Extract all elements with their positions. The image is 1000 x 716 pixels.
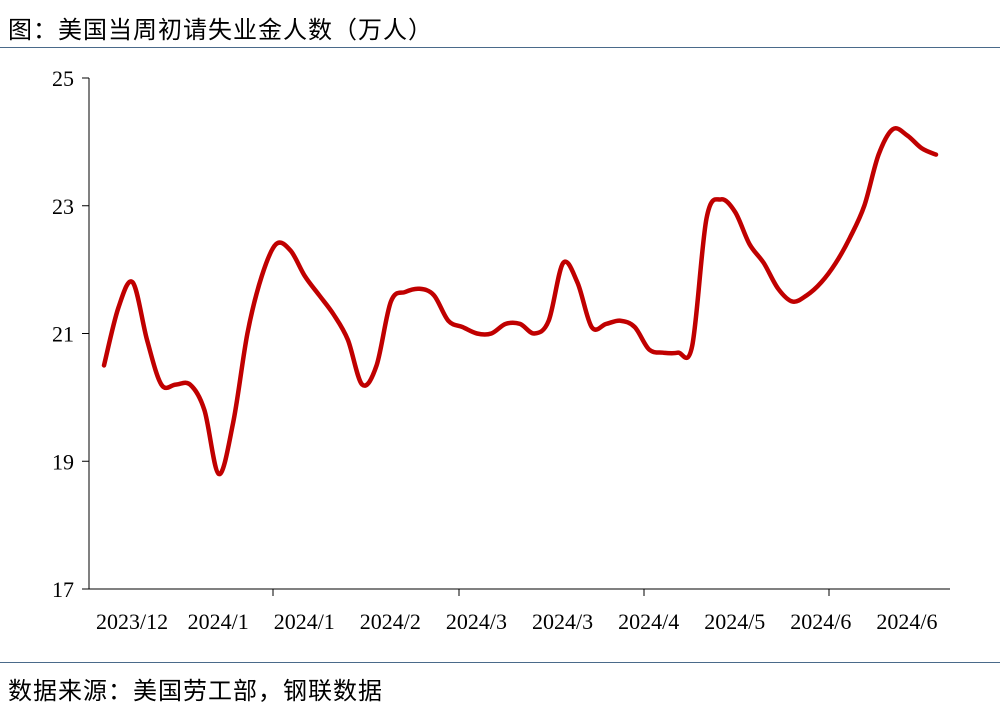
chart-title: 图：美国当周初请失业金人数（万人） xyxy=(8,16,433,44)
y-tick-label: 21 xyxy=(52,322,74,347)
x-tick-label: 2024/6 xyxy=(876,609,937,634)
y-tick-label: 17 xyxy=(52,577,74,602)
y-tick-label: 19 xyxy=(52,449,74,474)
x-tick-label: 2024/2 xyxy=(360,609,421,634)
x-tick-label: 2024/5 xyxy=(704,609,765,634)
x-tick-label: 2024/3 xyxy=(532,609,593,634)
chart-axes: 17 19 21 23 25 2023/12 2024/1 2024/1 2024/2 2024/… xyxy=(52,66,950,634)
x-tick-label: 2024/1 xyxy=(188,609,249,634)
x-tick-label: 2023/12 xyxy=(96,609,168,634)
plot-area xyxy=(101,126,939,477)
x-tick-label: 2024/1 xyxy=(274,609,335,634)
title-bar: 图：美国当周初请失业金人数（万人） xyxy=(0,0,1000,48)
x-tick-label: 2024/4 xyxy=(618,609,679,634)
data-source-note: 数据来源：美国劳工部，钢联数据 xyxy=(8,677,383,705)
series-line-initial-claims xyxy=(101,126,939,477)
line-chart: 17 19 21 23 25 2023/12 2024/1 2024/1 2024/2 2024/… xyxy=(52,66,950,634)
x-tick-label: 2024/6 xyxy=(790,609,851,634)
y-tick-label: 25 xyxy=(52,66,74,91)
y-tick-label: 23 xyxy=(52,194,74,219)
source-bar: 数据来源：美国劳工部，钢联数据 xyxy=(0,662,1000,716)
x-tick-label: 2024/3 xyxy=(446,609,507,634)
